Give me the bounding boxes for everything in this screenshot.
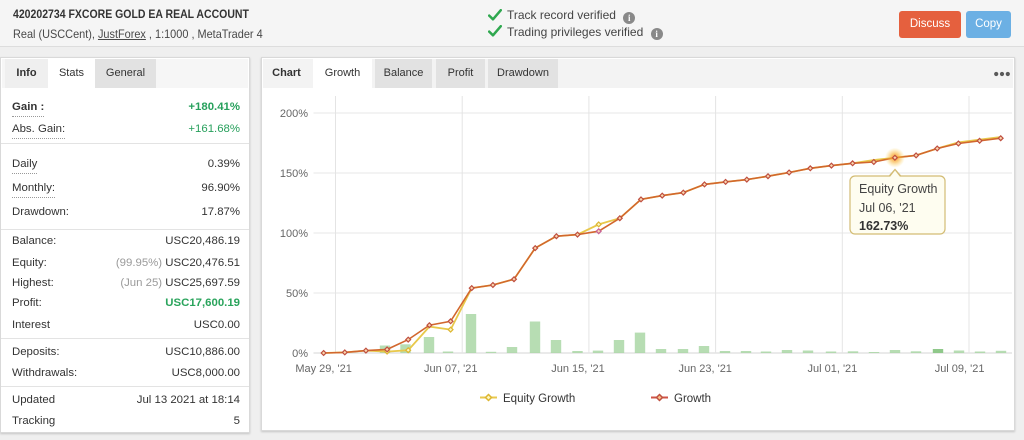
- svg-text:Jul 01, '21: Jul 01, '21: [807, 363, 857, 375]
- svg-text:0%: 0%: [292, 348, 308, 360]
- svg-text:Jul 06, '21: Jul 06, '21: [859, 201, 916, 215]
- svg-text:150%: 150%: [280, 168, 308, 180]
- svg-text:100%: 100%: [280, 228, 308, 240]
- svg-text:Jul 09, '21: Jul 09, '21: [935, 363, 985, 375]
- svg-text:Growth: Growth: [674, 393, 711, 405]
- svg-text:Jun 15, '21: Jun 15, '21: [551, 363, 604, 375]
- svg-text:200%: 200%: [280, 108, 308, 120]
- svg-text:Jun 07, '21: Jun 07, '21: [424, 363, 477, 375]
- svg-text:May 29, '21: May 29, '21: [295, 363, 352, 375]
- svg-text:Equity Growth: Equity Growth: [859, 182, 938, 196]
- svg-text:162.73%: 162.73%: [859, 219, 908, 233]
- svg-text:50%: 50%: [286, 288, 308, 300]
- svg-text:Equity Growth: Equity Growth: [503, 393, 575, 405]
- svg-text:Jun 23, '21: Jun 23, '21: [678, 363, 731, 375]
